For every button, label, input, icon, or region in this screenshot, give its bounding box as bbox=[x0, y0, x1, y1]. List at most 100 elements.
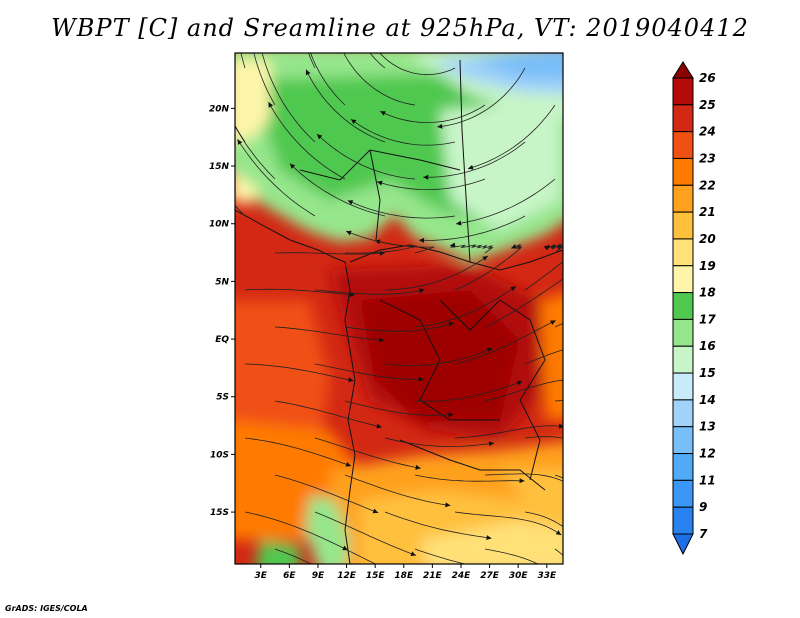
streamline-arrow bbox=[555, 530, 562, 535]
streamline-arrow bbox=[316, 134, 323, 140]
streamline-arrow bbox=[347, 200, 354, 205]
streamline-arrow bbox=[516, 380, 523, 386]
streamline bbox=[261, 53, 316, 143]
y-tick-label: 15N bbox=[209, 162, 230, 172]
chart-title: WBPT [C] and Sreamline at 925hPa, VT: 20… bbox=[51, 14, 749, 42]
streamline-arrow bbox=[377, 180, 383, 186]
streamline bbox=[343, 53, 416, 106]
streamline bbox=[244, 288, 355, 296]
colorbar-box bbox=[672, 479, 694, 508]
y-tick-label: 10S bbox=[210, 450, 229, 460]
streamline-arrow bbox=[543, 245, 550, 251]
colorbar-label: 24 bbox=[699, 125, 716, 139]
streamline bbox=[344, 322, 455, 332]
y-tick-label: EQ bbox=[215, 335, 229, 345]
streamline bbox=[274, 474, 379, 514]
streamline-arrow bbox=[440, 590, 446, 595]
streamline-arrow bbox=[305, 69, 311, 76]
colorbar-label: 12 bbox=[699, 447, 716, 461]
streamline-arrow bbox=[423, 174, 429, 180]
x-tick-label: 30E bbox=[509, 571, 529, 581]
streamline-arrow bbox=[342, 545, 348, 551]
streamline bbox=[345, 230, 435, 254]
streamline bbox=[554, 400, 563, 402]
streamline-arrow bbox=[410, 551, 417, 557]
streamline-arrow bbox=[368, 592, 374, 597]
colorbar-box bbox=[672, 157, 694, 186]
colorbar-label: 26 bbox=[699, 71, 716, 85]
streamline bbox=[235, 125, 276, 180]
streamline bbox=[454, 244, 523, 291]
x-tick-label: 9E bbox=[312, 571, 325, 581]
colorbar-box bbox=[672, 238, 694, 267]
temperature-field bbox=[235, 53, 563, 564]
streamline bbox=[454, 425, 563, 439]
streamline bbox=[437, 67, 526, 128]
y-tick-label: 5S bbox=[216, 393, 229, 403]
streamline-arrow bbox=[450, 242, 456, 248]
x-axis: 3E 6E 9E 12E 15E 18E 21E 24E 27E 30E 33E bbox=[255, 564, 557, 581]
streamline-arrow bbox=[216, 87, 221, 93]
colorbar-label: 18 bbox=[699, 286, 716, 300]
streamline bbox=[274, 326, 385, 341]
streamline bbox=[244, 363, 354, 382]
streamline-arrow bbox=[519, 478, 525, 484]
streamline-arrow bbox=[582, 495, 587, 500]
streamline-arrow bbox=[550, 320, 556, 325]
streamline-arrow bbox=[468, 164, 474, 170]
colorbar: 26 25 24 23 22 21 20 19 18 17 16 15 14 13 12 11 9 7 bbox=[672, 61, 716, 556]
streamline-arrow bbox=[511, 244, 517, 249]
streamline-arrow bbox=[486, 535, 492, 541]
streamline bbox=[347, 200, 456, 219]
streamline-arrow bbox=[633, 350, 638, 355]
streamline-arrow bbox=[415, 464, 421, 470]
colorbar-label: 9 bbox=[699, 500, 707, 514]
colorbar-label: 15 bbox=[699, 366, 716, 380]
colorbar-box bbox=[672, 184, 694, 213]
streamline bbox=[524, 436, 563, 439]
streamline-arrow bbox=[419, 288, 425, 294]
colorbar-box bbox=[672, 426, 694, 455]
streamline-arrow bbox=[378, 337, 385, 343]
streamline bbox=[449, 244, 494, 254]
streamline bbox=[344, 548, 377, 564]
streamline bbox=[310, 53, 346, 106]
x-tick-label: 3E bbox=[255, 571, 268, 581]
streamline-arrow bbox=[448, 412, 454, 418]
streamline bbox=[274, 548, 313, 564]
streamline bbox=[350, 118, 456, 146]
streamline-arrow bbox=[346, 230, 352, 236]
streamline bbox=[554, 474, 563, 479]
colorbar-label: 14 bbox=[699, 393, 716, 407]
streamline bbox=[524, 349, 563, 365]
streamline-arrow bbox=[350, 119, 357, 125]
colorbar-label: 17 bbox=[699, 312, 716, 326]
streamline bbox=[376, 178, 486, 191]
streamline-arrow bbox=[611, 556, 616, 561]
streamline bbox=[344, 400, 454, 416]
map-frame bbox=[234, 52, 564, 565]
streamline bbox=[305, 69, 386, 143]
streamline bbox=[244, 511, 348, 551]
streamline bbox=[384, 437, 495, 447]
streamline-arrow bbox=[510, 286, 516, 292]
x-tick-label: 27E bbox=[480, 571, 500, 581]
streamline bbox=[384, 511, 492, 539]
y-tick-label: 10N bbox=[209, 220, 230, 230]
streamline-arrow bbox=[488, 441, 495, 447]
x-tick-label: 33E bbox=[537, 571, 557, 581]
colorbar-label: 25 bbox=[699, 98, 716, 112]
streamline bbox=[253, 53, 276, 106]
streamline bbox=[244, 437, 352, 467]
streamline-arrow bbox=[572, 596, 577, 602]
y-axis: 20N 15N 10N 5N EQ 5S 10S 15S bbox=[209, 104, 235, 518]
streamline bbox=[414, 286, 517, 328]
streamline-arrow bbox=[348, 377, 354, 383]
streamline-arrow bbox=[204, 40, 209, 45]
colorbar-triangle-top bbox=[672, 61, 694, 79]
streamline-arrow bbox=[365, 30, 370, 36]
streamline-arrow bbox=[437, 123, 443, 129]
streamline-arrow bbox=[482, 256, 488, 261]
streamline-arrow bbox=[596, 578, 601, 584]
